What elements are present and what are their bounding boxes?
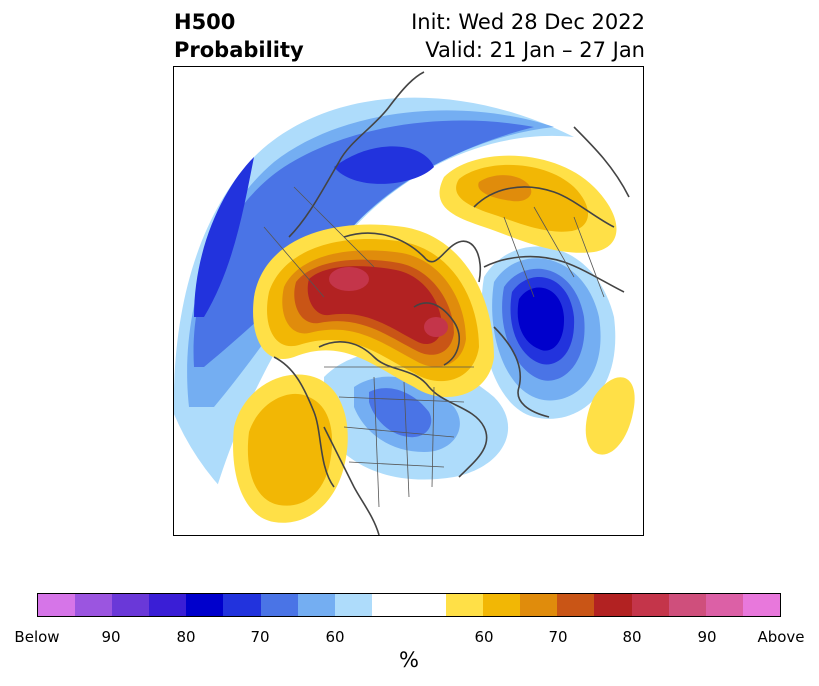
colorbar-tick: 80 [622, 628, 642, 646]
colorbar-segment [557, 594, 595, 616]
map-panel [173, 66, 644, 536]
title-variable: H500 [174, 10, 236, 34]
political-borders [263, 186, 605, 508]
colorbar-segment [260, 594, 298, 616]
colorbar-segment [371, 594, 409, 616]
colorbar-tick: 70 [548, 628, 568, 646]
colorbar-segment [149, 594, 187, 616]
colorbar-segment [38, 594, 76, 616]
positive-anomaly-western-us [233, 374, 348, 523]
map-title-right: Init: Wed 28 Dec 2022 Valid: 21 Jan – 27… [411, 8, 645, 64]
colorbar-tick: 90 [697, 628, 717, 646]
coastlines [273, 71, 630, 535]
colorbar-tick: Below [14, 628, 60, 646]
colorbar-segment [668, 594, 706, 616]
colorbar-segment [75, 594, 113, 616]
colorbar-segment [483, 594, 521, 616]
colorbar-segment [520, 594, 558, 616]
colorbar-tick: 60 [474, 628, 494, 646]
map-title-left: H500 Probability [174, 8, 304, 64]
title-valid-range: Valid: 21 Jan – 27 Jan [425, 38, 645, 62]
colorbar-tick: 90 [101, 628, 121, 646]
colorbar-segment [705, 594, 743, 616]
negative-anomaly-pacific [174, 97, 574, 497]
colorbar-segment [408, 594, 447, 616]
colorbar [37, 593, 781, 617]
colorbar-tick: 70 [250, 628, 270, 646]
colorbar-segment [223, 594, 261, 616]
title-product: Probability [174, 38, 304, 62]
colorbar-segment [446, 594, 484, 616]
colorbar-unit-label: % [399, 648, 419, 672]
colorbar-segment [742, 594, 780, 616]
negative-anomaly-siberia [481, 246, 616, 419]
title-init-date: Init: Wed 28 Dec 2022 [411, 10, 645, 34]
colorbar-segment [186, 594, 224, 616]
polar-map [174, 67, 643, 535]
colorbar-segment [334, 594, 372, 616]
colorbar-tick: 80 [176, 628, 196, 646]
colorbar-segment [631, 594, 669, 616]
colorbar-segment [594, 594, 632, 616]
colorbar-tick: Above [757, 628, 805, 646]
positive-anomaly-arctic [253, 224, 494, 397]
positive-anomaly-central-asia [585, 377, 635, 455]
colorbar-segment [112, 594, 150, 616]
colorbar-segment [297, 594, 335, 616]
colorbar-tick: 60 [325, 628, 345, 646]
